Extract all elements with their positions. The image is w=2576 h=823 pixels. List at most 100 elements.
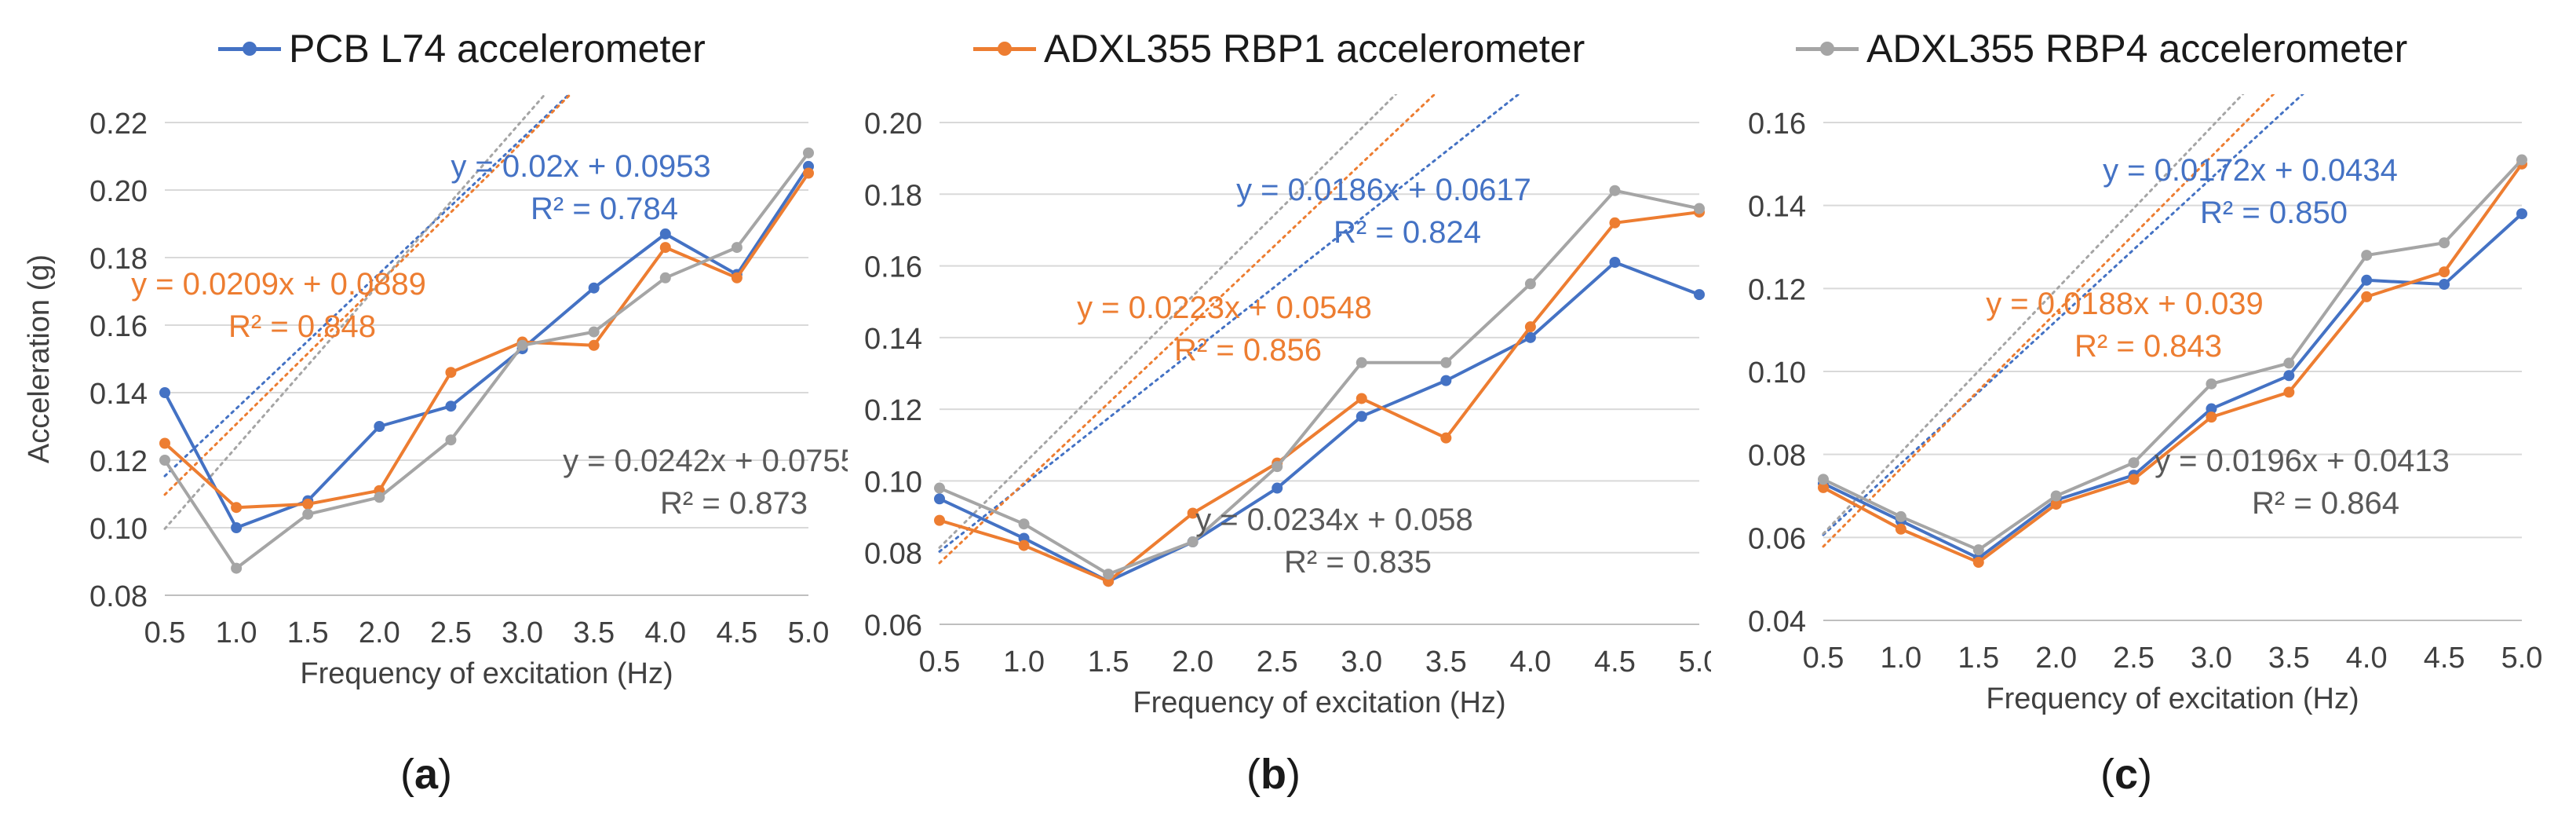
y-tick-label: 0.20 — [864, 108, 922, 141]
x-axis-title: Frequency of excitation (Hz) — [300, 657, 673, 690]
data-point — [659, 272, 671, 283]
trendline — [163, 94, 571, 477]
data-point — [1694, 289, 1705, 301]
series-line — [939, 261, 1700, 583]
data-point — [2361, 250, 2373, 262]
data-point — [159, 437, 170, 449]
chart-panel-c: 0.04 0.06 0.08 0.10 0.12 0.14 0.16 0.5 1.0 1.5 2.0… — [1748, 94, 2543, 715]
x-tick-label: 4.5 — [2424, 642, 2465, 675]
y-tick-label: 0.08 — [89, 580, 148, 613]
data-point — [1818, 474, 1829, 485]
legend-item-pcb-l74[interactable]: PCB L74 accelerometer — [218, 17, 706, 80]
y-tick-label: 0.18 — [864, 179, 922, 212]
trendline-equation: y = 0.0234x + 0.058 — [1195, 503, 1473, 537]
data-point — [1609, 257, 1621, 269]
data-point — [659, 228, 671, 240]
data-point — [1103, 569, 1115, 580]
data-point — [659, 242, 671, 254]
data-point — [445, 367, 457, 379]
x-tick-label: 4.5 — [716, 616, 757, 649]
data-point — [1818, 481, 1829, 493]
series-line — [1823, 159, 2523, 552]
x-tick-label: 0.5 — [1803, 642, 1844, 675]
data-point — [1187, 536, 1199, 548]
trendline-r-squared: R² = 0.856 — [1174, 333, 1322, 368]
data-point — [934, 493, 945, 505]
x-tick-label: 5.0 — [1679, 646, 1711, 679]
trendline — [1822, 94, 2245, 536]
y-tick-label: 0.16 — [864, 251, 922, 284]
data-point — [1609, 185, 1621, 196]
data-point — [2206, 403, 2217, 415]
data-point — [2439, 266, 2450, 278]
panel-label-c: (c) — [2100, 751, 2153, 798]
data-point — [2206, 378, 2217, 390]
data-point — [588, 339, 600, 351]
x-tick-label: 5.0 — [2501, 642, 2543, 675]
data-point — [2050, 490, 2062, 502]
trendline-equation: y = 0.0188x + 0.039 — [1986, 287, 2264, 321]
legend-item-adxl355-rbp4[interactable]: ADXL355 RBP4 accelerometer — [1796, 17, 2407, 80]
data-point — [803, 147, 814, 159]
series-line — [939, 210, 1700, 583]
legend-label: ADXL355 RBP1 accelerometer — [1044, 27, 1585, 71]
data-point — [231, 502, 243, 514]
x-tick-label: 2.0 — [359, 616, 400, 649]
legend-marker-icon — [1796, 42, 1859, 56]
data-point — [2439, 279, 2450, 291]
data-point — [1972, 557, 1984, 569]
data-point — [803, 167, 814, 179]
data-point — [1895, 523, 1906, 535]
data-point — [2516, 154, 2527, 166]
data-point — [588, 326, 600, 338]
trendline-equation: y = 0.0172x + 0.0434 — [2103, 153, 2398, 188]
legend-item-adxl355-rbp1[interactable]: ADXL355 RBP1 accelerometer — [973, 17, 1585, 80]
y-tick-label: 0.14 — [89, 378, 148, 411]
trendline-r-squared: R² = 0.848 — [228, 309, 376, 344]
data-point — [2128, 474, 2140, 485]
series-line — [1823, 163, 2523, 565]
trendline-r-squared: R² = 0.835 — [1284, 545, 1432, 580]
trendline — [938, 94, 1436, 565]
data-point — [2050, 499, 2062, 510]
trendline — [938, 94, 1398, 549]
x-tick-label: 3.5 — [573, 616, 615, 649]
x-tick-label: 2.5 — [2113, 642, 2155, 675]
series-line — [939, 188, 1700, 576]
x-tick-label: 4.0 — [644, 616, 686, 649]
y-tick-label: 0.06 — [864, 609, 922, 642]
data-point — [1018, 540, 1030, 551]
y-tick-label: 0.10 — [1748, 357, 1806, 390]
data-point — [934, 514, 945, 526]
x-tick-label: 3.0 — [502, 616, 543, 649]
panel-label-b: (b) — [1246, 751, 1301, 798]
y-tick-label: 0.18 — [89, 243, 148, 276]
trendline-equation: y = 0.02x + 0.0953 — [451, 149, 710, 184]
y-tick-label: 0.12 — [864, 394, 922, 427]
trendline-equation: y = 0.0196x + 0.0413 — [2155, 444, 2450, 478]
data-point — [2128, 457, 2140, 469]
y-tick-label: 0.14 — [1748, 191, 1806, 224]
x-tick-label: 4.0 — [1509, 646, 1551, 679]
trendline-equation: y = 0.0186x + 0.0617 — [1236, 173, 1531, 207]
legend-marker-icon — [973, 42, 1036, 56]
legend-label: ADXL355 RBP4 accelerometer — [1866, 27, 2408, 71]
x-tick-label: 1.5 — [287, 616, 329, 649]
legend: PCB L74 accelerometer ADXL355 RBP1 accel… — [0, 17, 2576, 80]
trendline — [1822, 94, 2275, 548]
data-point — [1524, 278, 1536, 290]
x-tick-label: 3.5 — [2268, 642, 2310, 675]
trendline-equation: y = 0.0209x + 0.0889 — [131, 267, 426, 302]
data-point — [1609, 217, 1621, 229]
y-tick-label: 0.10 — [864, 466, 922, 499]
chart-panel-b: 0.06 0.08 0.10 0.12 0.14 0.16 0.18 0.20 0.5 1.0 1.… — [864, 94, 1711, 719]
trendline — [938, 94, 1521, 553]
x-tick-label: 4.5 — [1594, 646, 1636, 679]
y-tick-label: 0.10 — [89, 513, 148, 546]
x-tick-label: 1.0 — [216, 616, 257, 649]
data-point — [1524, 321, 1536, 333]
data-point — [1972, 544, 1984, 556]
y-tick-label: 0.06 — [1748, 522, 1806, 555]
x-tick-label: 2.5 — [430, 616, 472, 649]
data-point — [2439, 237, 2450, 249]
